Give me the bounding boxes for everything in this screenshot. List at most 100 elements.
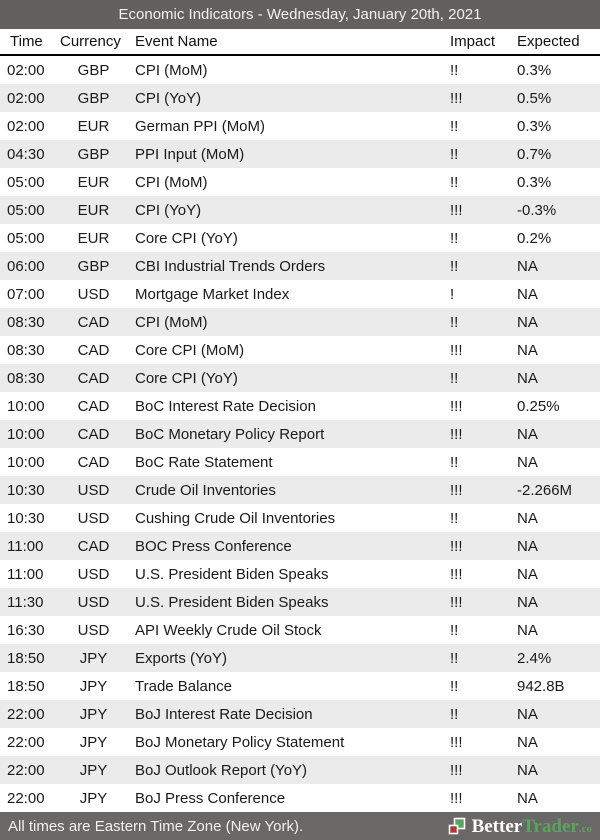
cell-event: CPI (MoM) [135,173,208,191]
cell-time: 05:00 [7,229,45,247]
cell-expected: NA [517,425,538,443]
table-row: 10:00 CAD BoC Interest Rate Decision !!!… [0,392,600,420]
cell-event: Cushing Crude Oil Inventories [135,509,336,527]
cell-currency: CAD [77,537,110,555]
table-row: 10:30 USD Crude Oil Inventories !!! -2.2… [0,476,600,504]
cell-time: 07:00 [7,285,45,303]
cell-expected: NA [517,537,538,555]
cell-impact: !! [450,229,459,247]
table-row: 11:00 USD U.S. President Biden Speaks !!… [0,560,600,588]
brand-tld: .co [578,822,592,835]
cell-time: 10:00 [7,425,45,443]
cell-time: 18:50 [7,649,45,667]
cell-currency: GBP [77,89,110,107]
cell-impact: !!! [450,201,463,219]
cell-event: Trade Balance [135,677,233,695]
cell-time: 08:30 [7,369,45,387]
cell-event: BOC Press Conference [135,537,292,555]
cell-time: 16:30 [7,621,45,639]
cell-expected: NA [517,593,538,611]
brand-name-better: Better [471,815,523,837]
cell-expected: NA [517,257,538,275]
cell-expected: NA [517,621,538,639]
cell-currency: USD [77,621,110,639]
cell-event: Core CPI (YoY) [135,229,238,247]
cell-time: 05:00 [7,201,45,219]
cell-expected: 0.25% [517,397,560,415]
cell-currency: GBP [77,257,110,275]
cell-impact: !! [450,173,459,191]
cell-expected: 0.7% [517,145,552,163]
cell-currency: USD [77,509,110,527]
cell-expected: 0.3% [517,117,552,135]
cell-expected: -0.3% [517,201,557,219]
bettertrader-logo[interactable]: Better Trader .co [448,817,592,836]
cell-impact: !! [450,705,459,723]
cell-time: 02:00 [7,61,45,79]
table-row: 16:30 USD API Weekly Crude Oil Stock !! … [0,616,600,644]
cell-event: Crude Oil Inventories [135,481,276,499]
cell-expected: 0.2% [517,229,552,247]
cell-time: 22:00 [7,789,45,807]
brand-name-trader: Trader [522,815,579,837]
cell-currency: JPY [79,649,108,667]
cell-expected: 2.4% [517,649,552,667]
cell-event: BoJ Press Conference [135,789,286,807]
cell-impact: !! [450,369,459,387]
table-row: 22:00 JPY BoJ Press Conference !!! NA [0,784,600,812]
table-row: 10:00 CAD BoC Rate Statement !! NA [0,448,600,476]
cell-time: 22:00 [7,705,45,723]
cell-currency: JPY [79,761,108,779]
cell-expected: 0.3% [517,61,552,79]
table-row: 10:00 CAD BoC Monetary Policy Report !!!… [0,420,600,448]
table-row: 08:30 CAD CPI (MoM) !! NA [0,308,600,336]
cell-event: BoJ Monetary Policy Statement [135,733,345,751]
cell-time: 08:30 [7,341,45,359]
cell-currency: CAD [77,425,110,443]
cell-currency: CAD [77,313,110,331]
cell-event: BoC Monetary Policy Report [135,425,325,443]
cell-expected: NA [517,789,538,807]
cell-impact: !!! [450,789,463,807]
cell-event: BoC Rate Statement [135,453,273,471]
cell-impact: !! [450,61,459,79]
cell-currency: JPY [79,677,108,695]
cell-event: BoC Interest Rate Decision [135,397,316,415]
cell-currency: CAD [77,453,110,471]
table-header-row: Time Currency Event Name Impact Expected [0,29,600,56]
cell-expected: 0.3% [517,173,552,191]
table-row: 18:50 JPY Exports (YoY) !! 2.4% [0,644,600,672]
cell-event: CPI (YoY) [135,201,202,219]
cell-impact: ! [450,285,455,303]
table-row: 22:00 JPY BoJ Monetary Policy Statement … [0,728,600,756]
table-row: 02:00 GBP CPI (MoM) !! 0.3% [0,56,600,84]
cell-time: 22:00 [7,733,45,751]
cell-currency: JPY [79,789,108,807]
cell-event: BoJ Interest Rate Decision [135,705,313,723]
cell-impact: !! [450,677,459,695]
cell-event: CPI (YoY) [135,89,202,107]
cell-time: 10:30 [7,509,45,527]
cell-time: 06:00 [7,257,45,275]
cell-event: CBI Industrial Trends Orders [135,257,326,275]
cell-impact: !! [450,509,459,527]
bettertrader-logo-icon [448,817,466,835]
cell-expected: NA [517,761,538,779]
table-row: 07:00 USD Mortgage Market Index ! NA [0,280,600,308]
cell-currency: USD [77,285,110,303]
cell-impact: !!! [450,733,463,751]
table-row: 11:00 CAD BOC Press Conference !!! NA [0,532,600,560]
column-header-currency: Currency [60,33,121,50]
cell-expected: NA [517,285,538,303]
cell-time: 10:30 [7,481,45,499]
table-row: 18:50 JPY Trade Balance !! 942.8B [0,672,600,700]
cell-time: 10:00 [7,397,45,415]
cell-expected: -2.266M [517,481,573,499]
column-header-time: Time [10,33,43,50]
cell-expected: NA [517,733,538,751]
cell-currency: CAD [77,397,110,415]
timezone-note: All times are Eastern Time Zone (New Yor… [8,817,304,835]
cell-expected: NA [517,369,538,387]
cell-expected: NA [517,341,538,359]
cell-impact: !!! [450,761,463,779]
